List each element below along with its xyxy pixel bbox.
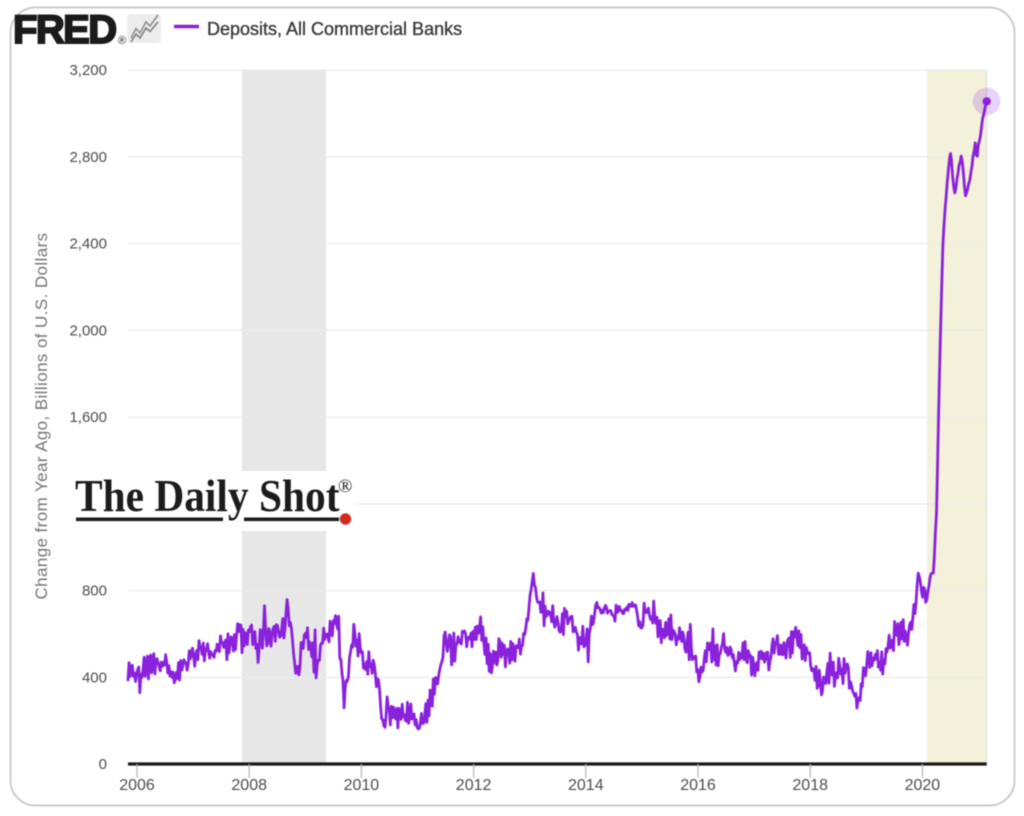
svg-text:800: 800 [82, 583, 107, 600]
svg-text:2,800: 2,800 [69, 149, 107, 166]
svg-text:2,000: 2,000 [69, 322, 107, 339]
svg-text:Deposits, All Commercial Banks: Deposits, All Commercial Banks [207, 19, 462, 39]
svg-text:2,400: 2,400 [69, 236, 107, 253]
svg-text:2012: 2012 [456, 777, 492, 794]
svg-text:®: ® [338, 476, 352, 497]
svg-text:1,600: 1,600 [69, 409, 107, 426]
svg-text:2008: 2008 [231, 777, 267, 794]
svg-text:400: 400 [82, 669, 107, 686]
svg-text:2014: 2014 [568, 777, 604, 794]
svg-text:The Daily Shot: The Daily Shot [75, 471, 340, 521]
svg-text:2016: 2016 [680, 777, 716, 794]
svg-text:Change from Year Ago, Billions: Change from Year Ago, Billions of U.S. D… [32, 232, 51, 599]
svg-text:0: 0 [99, 756, 107, 773]
svg-text:FRED: FRED [13, 8, 116, 52]
svg-text:2010: 2010 [344, 777, 380, 794]
svg-text:2006: 2006 [119, 777, 155, 794]
svg-text:2020: 2020 [905, 777, 941, 794]
svg-text:3,200: 3,200 [69, 62, 107, 79]
svg-text:®: ® [118, 35, 126, 47]
svg-text:2018: 2018 [792, 777, 828, 794]
